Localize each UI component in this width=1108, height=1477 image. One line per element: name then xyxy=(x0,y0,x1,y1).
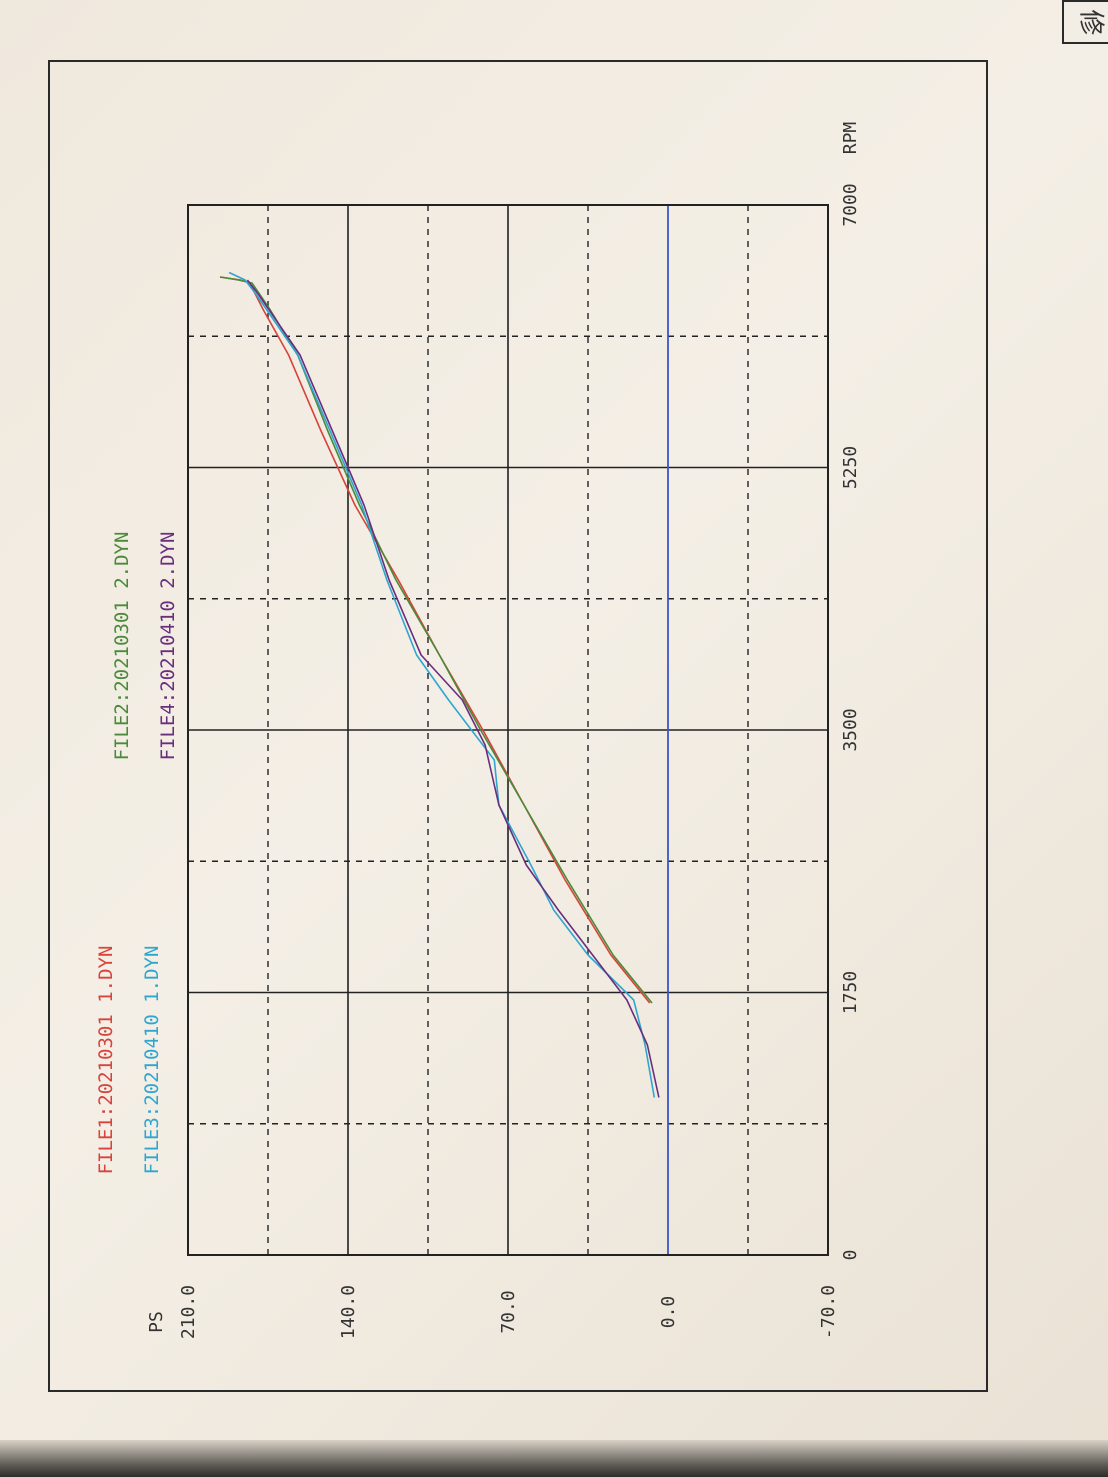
legend-entry: FILE2:20210301 2.DYN xyxy=(111,532,133,761)
legend-entry: FILE1:20210301 1.DYN xyxy=(95,946,117,1175)
legend: FILE1:20210301 1.DYN FILE2:20210301 2.DYN… xyxy=(95,532,179,1175)
rpm-tick-label: 5250 xyxy=(840,446,861,489)
table-edge-shadow xyxy=(0,1440,1108,1477)
dyno-chart: 0 1750 3500 5250 7000 RPM -70.0 0.0 70.0 140.0 210… xyxy=(95,122,861,1340)
series-line xyxy=(246,279,660,1098)
legend-entry: FILE4:20210410 2.DYN xyxy=(157,532,179,761)
ps-tick-label: 70.0 xyxy=(498,1290,519,1333)
ps-tick-label: -70.0 xyxy=(818,1285,839,1339)
ps-axis-label: PS xyxy=(146,1311,167,1333)
ps-tick-label: 0.0 xyxy=(658,1296,679,1329)
tick-labels: 0 1750 3500 5250 7000 RPM -70.0 0.0 70.0 140.0 210… xyxy=(146,122,861,1340)
rpm-tick-label: 3500 xyxy=(840,708,861,751)
plot-border xyxy=(187,204,829,1256)
rpm-tick-label: 7000 xyxy=(840,183,861,226)
ps-tick-label: 140.0 xyxy=(338,1285,359,1339)
rpm-tick-label: 1750 xyxy=(840,971,861,1014)
paper-frame xyxy=(48,60,988,1392)
ps-tick-label: 210.0 xyxy=(178,1285,199,1339)
series-line xyxy=(219,276,653,1004)
series-line xyxy=(219,276,651,1004)
grid xyxy=(188,205,828,1255)
rpm-axis-label: RPM xyxy=(840,122,861,155)
legend-entry: FILE3:20210410 1.DYN xyxy=(141,946,163,1175)
series-lines xyxy=(219,205,669,1255)
corner-box xyxy=(1062,0,1108,44)
series-line xyxy=(228,271,656,1098)
rpm-tick-label: 0 xyxy=(840,1250,861,1261)
